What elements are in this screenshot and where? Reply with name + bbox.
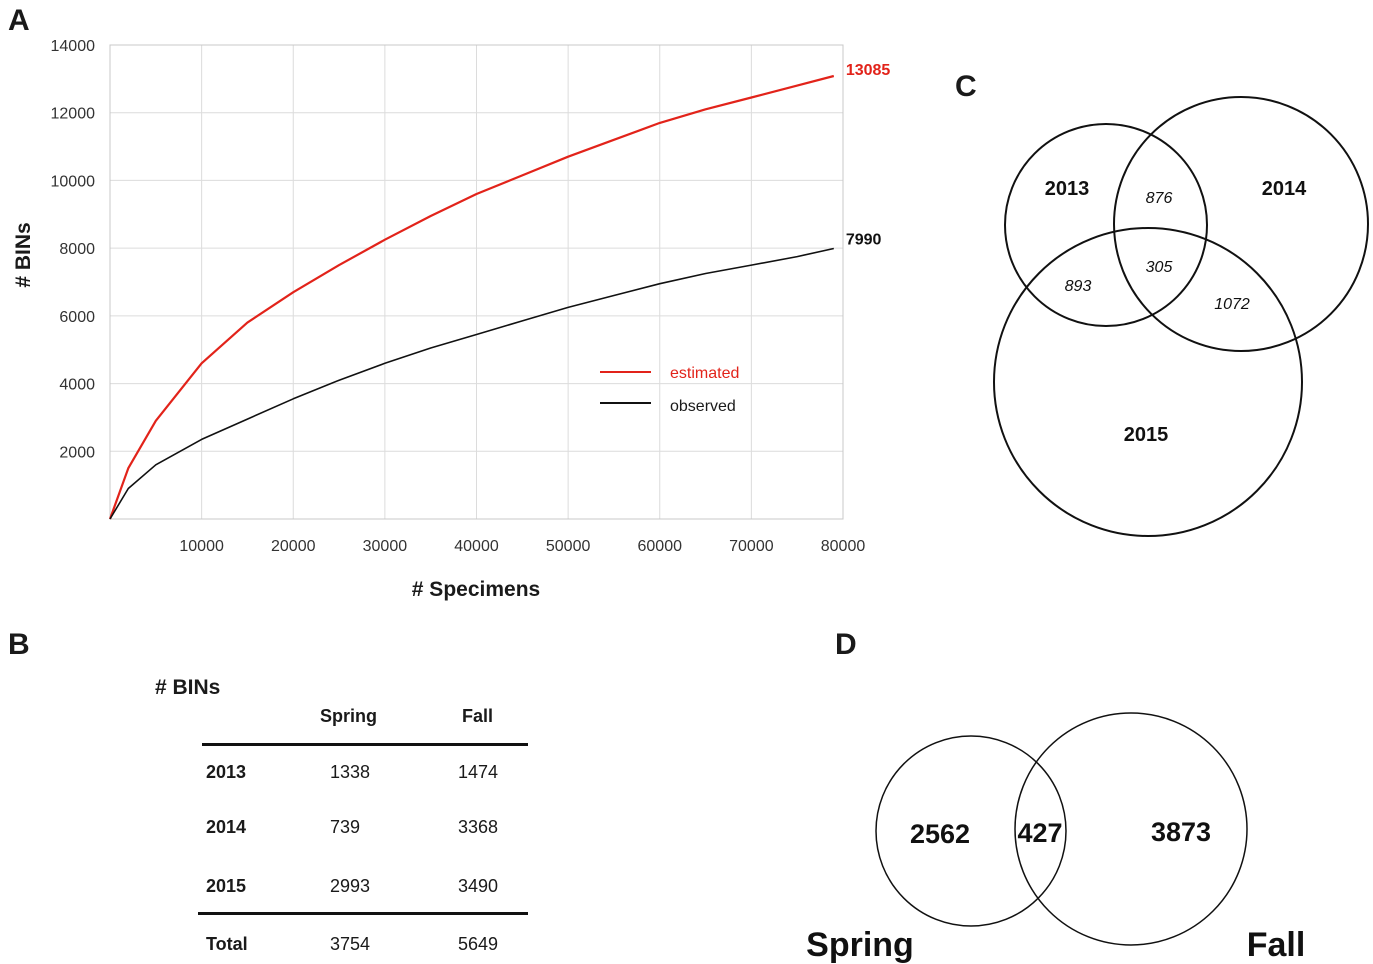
venn-circle-2013: [1004, 123, 1208, 327]
venn-count-spring-only: 2562: [910, 819, 970, 849]
x-tick-label: 70000: [729, 538, 774, 555]
y-tick-label: 6000: [59, 309, 95, 326]
venn-overlap-2013-2015: 893: [1065, 278, 1092, 295]
table-row-label: 2014: [206, 817, 247, 837]
y-tick-label: 12000: [51, 106, 96, 123]
table-row-label: 2015: [206, 876, 247, 896]
venn-circle-2014: [1113, 96, 1369, 352]
chart-grid: [110, 44, 844, 519]
y-tick-label: 10000: [51, 173, 96, 190]
panel-letter-c: C: [955, 70, 977, 103]
legend-label-estimated: estimated: [670, 365, 739, 382]
venn-label-2015: 2015: [1124, 424, 1169, 446]
x-tick-label: 50000: [546, 538, 591, 555]
venn-years: 2013 2014 2015 876 893 305 1072: [993, 96, 1369, 537]
table-cell: 1338: [330, 762, 371, 782]
venn-label-spring: Spring: [806, 926, 914, 964]
table-cell: 1474: [458, 762, 499, 782]
x-tick-label: 20000: [271, 538, 316, 555]
plot-frame: [109, 44, 844, 520]
table-cell: 5649: [458, 934, 499, 954]
x-axis-label: # Specimens: [412, 578, 540, 601]
table-header-spring: Spring: [320, 706, 377, 726]
venn-circle-fall: [1014, 712, 1248, 946]
x-tick-label: 40000: [454, 538, 499, 555]
y-tick-label: 8000: [59, 241, 95, 258]
bins-table: # BINs Spring Fall 2013 1338 1474 2014 7…: [150, 672, 550, 962]
series-line-observed: [109, 247, 834, 520]
series-line-estimated: [108, 74, 835, 520]
y-tick-label: 4000: [59, 377, 95, 394]
venn-circle-2015: [993, 227, 1303, 537]
panel-letter-b: B: [8, 628, 30, 661]
venn-overlap-2014-2015: 1072: [1214, 296, 1250, 313]
table-bottom-rule: [198, 912, 528, 915]
table-header-fall: Fall: [462, 706, 494, 726]
table-row-label: Total: [206, 934, 248, 954]
table-cell: 2993: [330, 876, 371, 896]
venn-overlap-all: 305: [1146, 259, 1173, 276]
x-tick-labels: 10000 20000 30000 40000 50000 60000 70000 80000: [179, 538, 865, 555]
table-cell: 3754: [330, 934, 371, 954]
venn-count-fall-only: 3873: [1151, 817, 1211, 847]
panel-letter-a: A: [8, 4, 30, 37]
x-tick-label: 10000: [179, 538, 224, 555]
y-tick-label: 14000: [51, 38, 96, 55]
x-tick-label: 80000: [821, 538, 866, 555]
venn-overlap-2013-2014: 876: [1146, 190, 1173, 207]
chart-series: [108, 74, 835, 520]
estimated-end-label: 13085: [846, 62, 891, 79]
venn-count-shared: 427: [1017, 818, 1062, 848]
table-cell: 3368: [458, 817, 499, 837]
y-tick-labels: 2000 4000 6000 8000 10000 12000 14000: [51, 38, 96, 461]
x-tick-label: 60000: [638, 538, 683, 555]
chart-legend: estimated observed: [600, 365, 739, 415]
observed-end-label: 7990: [846, 231, 882, 248]
venn-seasons: 2562 427 3873 Spring Fall: [806, 712, 1306, 964]
y-axis-label: # BINs: [12, 222, 35, 287]
y-tick-label: 2000: [59, 444, 95, 461]
venn-label-2013: 2013: [1045, 178, 1090, 200]
rarefaction-chart: 10000 20000 30000 40000 50000 60000 70000 80000…: [12, 38, 891, 601]
table-top-rule: [202, 743, 528, 746]
venn-circle-spring: [875, 735, 1067, 927]
legend-label-observed: observed: [670, 398, 736, 415]
venn-label-2014: 2014: [1262, 178, 1307, 200]
venn-label-fall: Fall: [1247, 926, 1306, 964]
table-cell: 739: [330, 817, 361, 837]
table-cell: 3490: [458, 876, 499, 896]
table-title: # BINs: [155, 676, 221, 699]
table-row-label: 2013: [206, 762, 247, 782]
panel-letter-d: D: [835, 628, 857, 661]
x-tick-label: 30000: [363, 538, 408, 555]
